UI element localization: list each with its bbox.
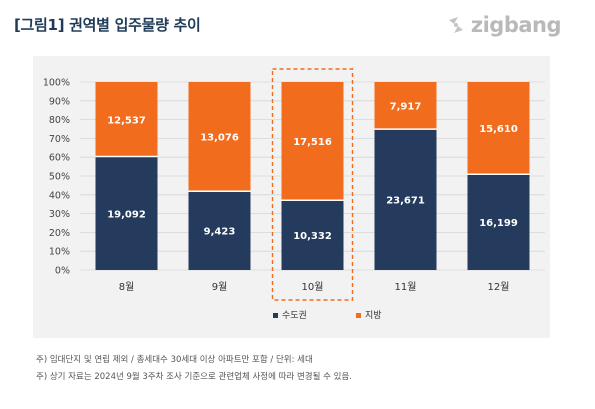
highlight-box xyxy=(271,68,354,301)
legend-label-regional: 지방 xyxy=(365,310,382,321)
y-tick-label: 90% xyxy=(49,96,70,107)
bar-capital xyxy=(95,156,158,270)
legend-label-capital: 수도권 xyxy=(282,309,307,321)
y-tick-label: 80% xyxy=(49,115,70,126)
x-tick-label: 8월 xyxy=(119,281,135,293)
y-tick-label: 10% xyxy=(49,247,70,258)
bar-regional xyxy=(188,82,251,192)
data-label-capital: 19,092 xyxy=(107,209,146,220)
bar-regional xyxy=(95,82,158,157)
zigbang-logo: zigbang xyxy=(445,13,562,37)
legend-swatch-capital xyxy=(273,313,278,318)
bar-regional xyxy=(374,82,437,130)
bar-capital xyxy=(374,129,437,270)
y-tick-label: 50% xyxy=(49,172,70,183)
bar-regional xyxy=(467,82,530,175)
legend-swatch-regional xyxy=(356,313,361,318)
y-tick-label: 100% xyxy=(43,78,70,89)
data-label-capital: 10,332 xyxy=(293,231,332,242)
data-label-capital: 9,423 xyxy=(204,227,236,238)
footnotes: 주) 임대단지 및 연립 제외 / 총세대수 30세대 이상 아파트만 포함 /… xyxy=(36,352,352,386)
data-label-capital: 16,199 xyxy=(479,218,518,229)
bar-capital xyxy=(467,174,530,270)
data-label-regional: 15,610 xyxy=(479,124,518,135)
y-tick-label: 40% xyxy=(49,190,70,201)
logo-text: zigbang xyxy=(470,13,562,37)
zigbang-logo-icon xyxy=(448,17,463,33)
data-label-capital: 23,671 xyxy=(386,196,425,207)
data-label-regional: 17,516 xyxy=(293,137,332,148)
x-tick-label: 12월 xyxy=(488,281,510,293)
x-tick-label: 10월 xyxy=(302,281,324,293)
x-tick-label: 11월 xyxy=(395,281,417,293)
bar-capital xyxy=(188,191,251,270)
y-tick-label: 60% xyxy=(49,153,70,164)
y-tick-label: 20% xyxy=(49,228,70,239)
stacked-bar-chart: 0% 10% 20% 30% 40% 50% 60% 70% 80% 90% 100% 19,092 1… xyxy=(43,68,545,321)
y-tick-label: 70% xyxy=(49,134,70,145)
bar-capital xyxy=(281,200,344,270)
chart-title: [그림1] 권역별 입주물량 추이 xyxy=(14,16,201,34)
y-tick-label: 30% xyxy=(49,209,70,220)
data-label-regional: 7,917 xyxy=(390,102,422,113)
data-label-regional: 13,076 xyxy=(200,133,239,144)
footnote-2: 주) 상기 자료는 2024년 9월 3주차 조사 기준으로 관련업체 사정에 … xyxy=(36,372,353,382)
data-label-regional: 12,537 xyxy=(107,115,146,126)
y-tick-label: 0% xyxy=(55,266,70,277)
footnote-1: 주) 임대단지 및 연립 제외 / 총세대수 30세대 이상 아파트만 포함 /… xyxy=(36,355,313,365)
x-tick-label: 9월 xyxy=(212,281,228,293)
chart-panel: 0% 10% 20% 30% 40% 50% 60% 70% 80% 90% 100% 19,092 1… xyxy=(33,56,550,338)
bar-regional xyxy=(281,82,344,201)
